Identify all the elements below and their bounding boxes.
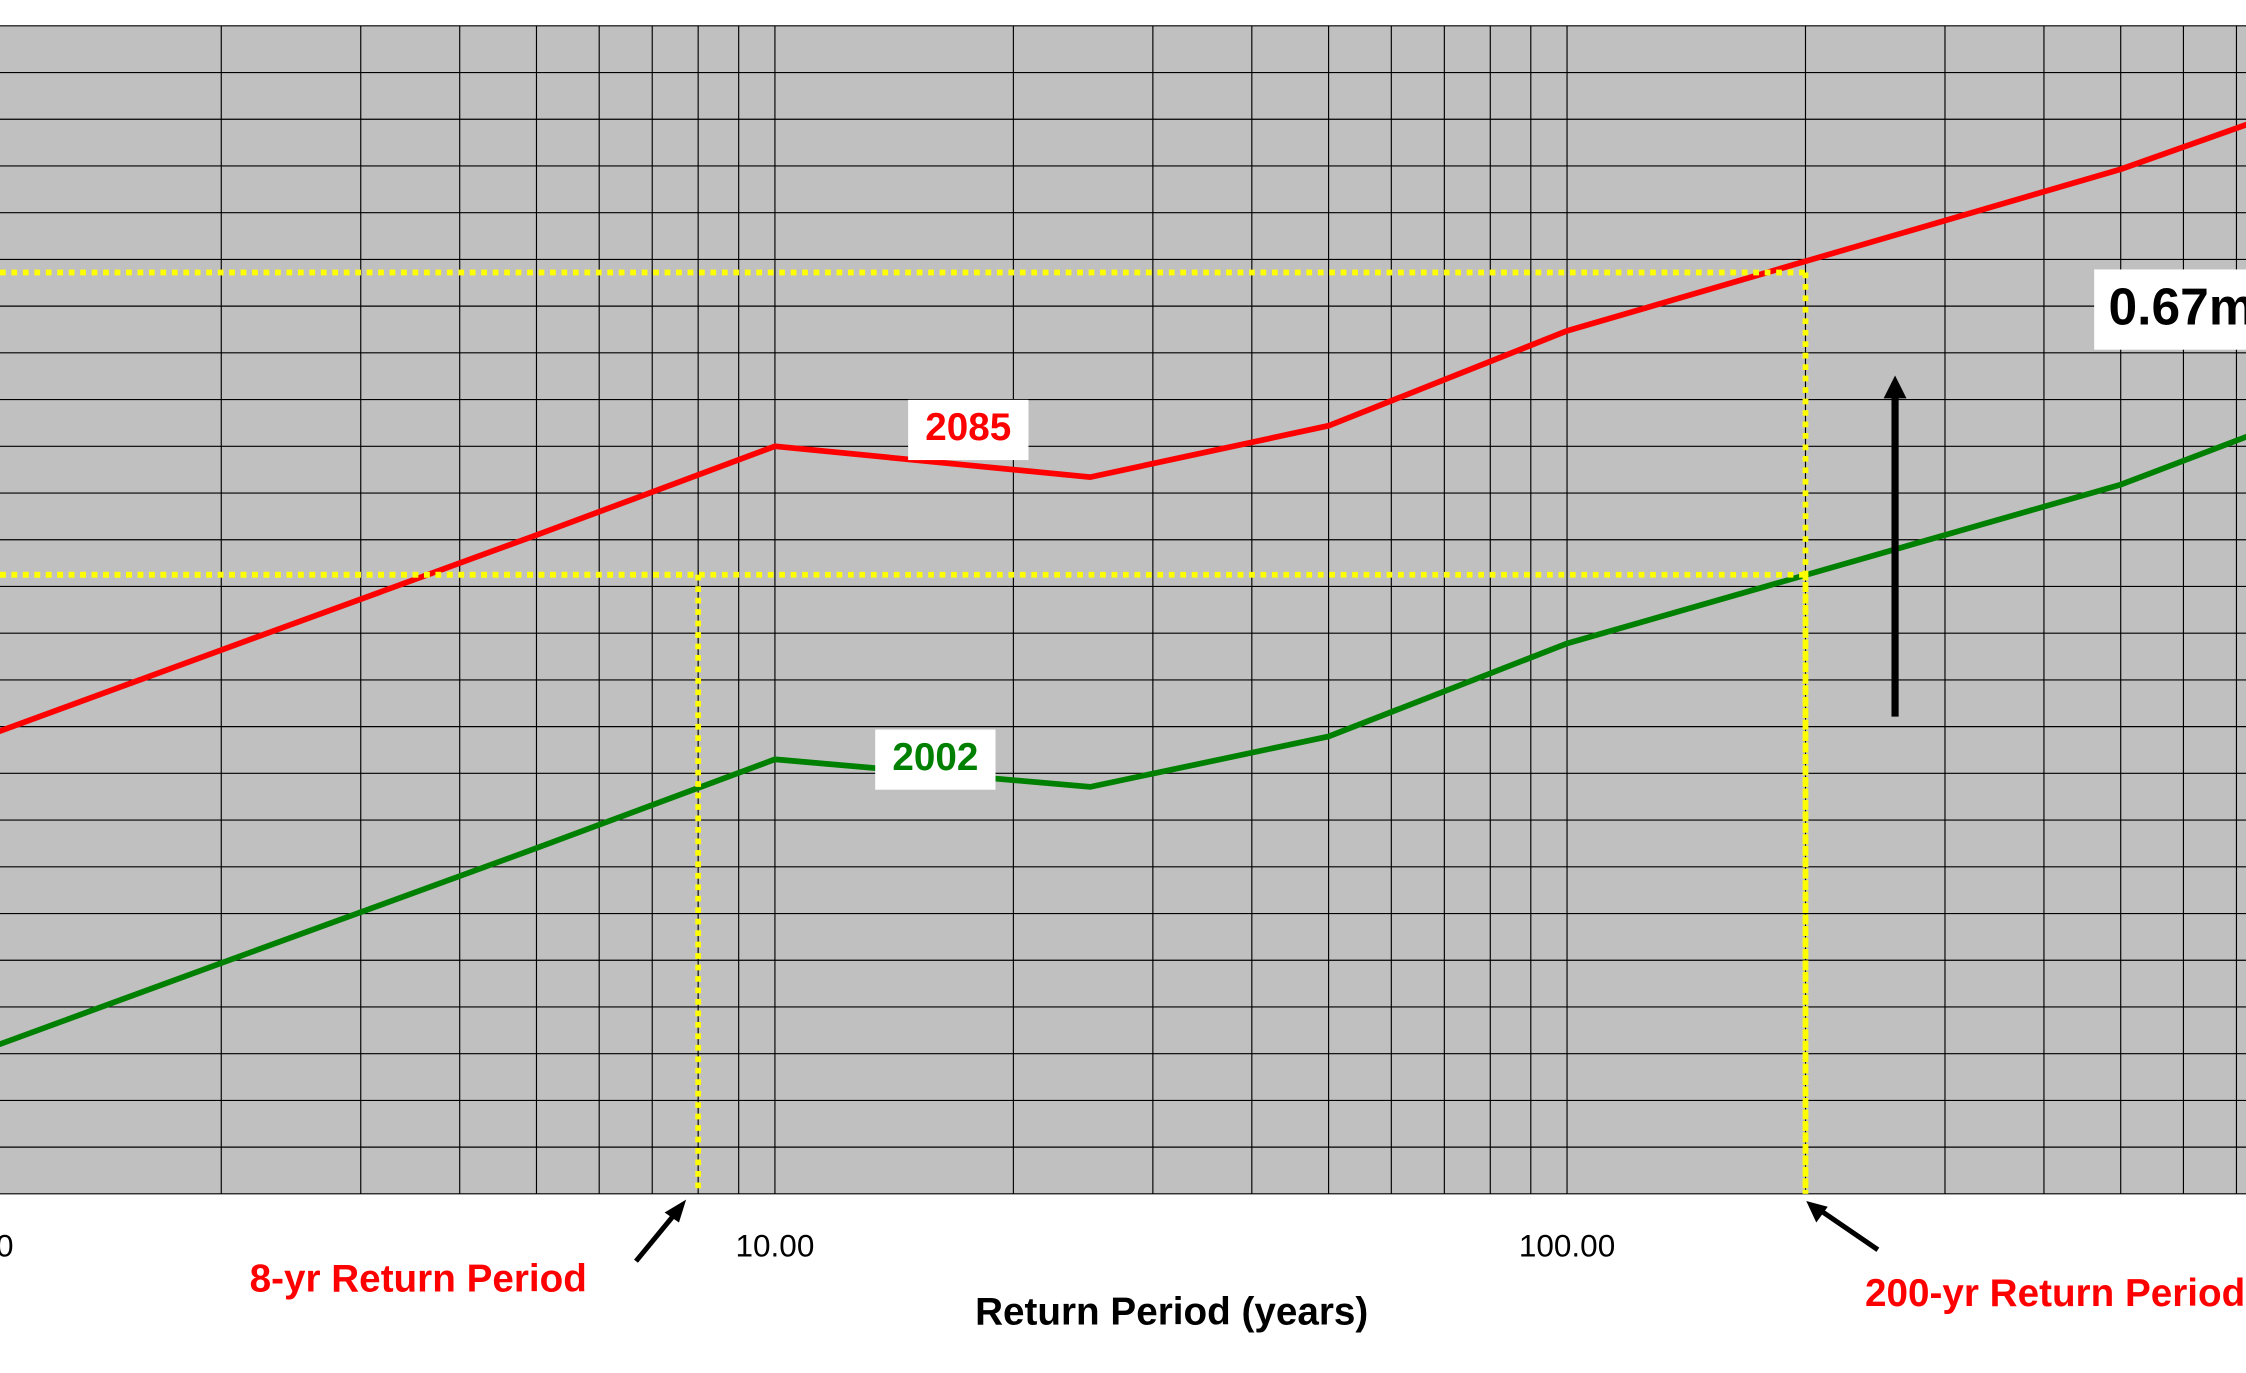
x-axis-title: Return Period (years) [975, 1290, 1368, 1333]
label-box [875, 729, 996, 790]
grid: 00.10.20.30.40.50.60.70.80.911.11.21.31.… [0, 25, 2246, 1264]
arrow-head [1806, 1201, 1828, 1223]
series-lines [0, 121, 2246, 1048]
series-line [0, 121, 2246, 735]
label-box [908, 399, 1029, 461]
arrow [634, 1210, 679, 1263]
series-label: 2002 [892, 736, 978, 779]
x-tick-label: 100.00 [1519, 1228, 1615, 1264]
arrow-head [664, 1199, 687, 1223]
difference-label: 0.67m [2108, 278, 2246, 336]
labels: 2085 2002 0.67m 8-yr Return Period 200-y… [250, 269, 2246, 1333]
arrow-head [1883, 375, 1907, 399]
x-tick-label: 1.00 [0, 1228, 13, 1264]
reference-lines [0, 269, 1809, 1194]
annotation: 8-yr Return Period [250, 1257, 587, 1300]
series-line [0, 433, 2246, 1048]
x-tick-label: 10.00 [736, 1228, 815, 1264]
arrow [1817, 1207, 1880, 1252]
label-box [2094, 269, 2246, 350]
annotation: 200-yr Return Period [1865, 1272, 2245, 1315]
plot-area [0, 25, 2246, 1194]
series-label: 2085 [925, 406, 1011, 449]
